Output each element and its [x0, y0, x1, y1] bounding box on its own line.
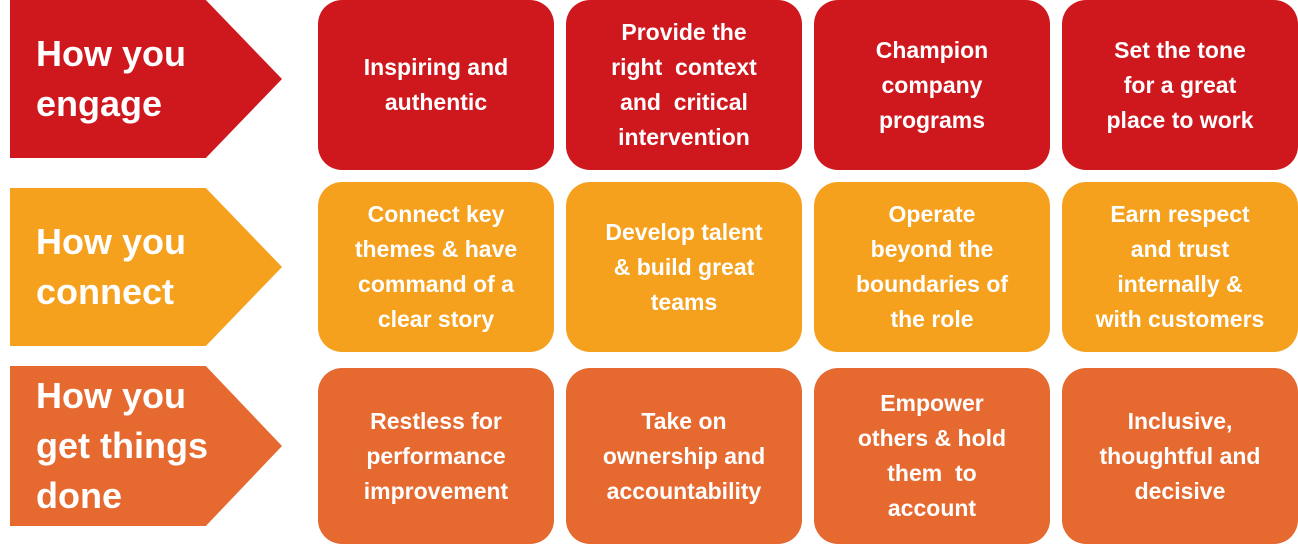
- competency-text-line: authentic: [384, 89, 488, 115]
- competency-box-engage-3: Champion company programs: [814, 0, 1050, 170]
- row-header-line: engage: [36, 83, 163, 124]
- row-header-line: How you: [36, 221, 186, 262]
- competency-text: Connect key themes & have command of a clea…: [355, 197, 517, 337]
- competency-text-line: Champion: [875, 36, 989, 63]
- row-header-label: How you get things done: [36, 366, 208, 526]
- competency-text-line: Set the tone: [1114, 36, 1246, 63]
- competency-text: Develop talent & build great teams: [605, 215, 762, 320]
- competency-text-line: intervention: [618, 124, 750, 150]
- competency-text-line: company: [881, 71, 983, 98]
- row-header-chevron-engage: How you engage: [10, 0, 282, 158]
- competency-text-line: themes & have: [354, 236, 518, 262]
- competency-box-done-3: Empower others & hold them to account: [814, 368, 1050, 544]
- competency-text: Operate beyond the boundaries of the role: [856, 197, 1008, 337]
- competency-box-connect-4: Earn respect and trust internally & with cu…: [1062, 182, 1298, 352]
- row-header-line: How you: [36, 33, 186, 74]
- competency-text: Champion company programs: [876, 33, 988, 138]
- row-header-chevron-done: How you get things done: [10, 366, 282, 526]
- competency-text-line: clear story: [377, 306, 495, 332]
- competency-text-line: and critical: [620, 89, 748, 115]
- competency-text: Empower others & hold them to account: [858, 386, 1006, 526]
- row-header-line: done: [36, 475, 122, 516]
- competency-text: Restless for performance improvement: [364, 404, 508, 509]
- competency-text-line: Connect key: [367, 201, 505, 227]
- competency-text-line: Restless for: [370, 407, 502, 434]
- competency-box-engage-4: Set the tone for a great place to work: [1062, 0, 1298, 170]
- competency-text-line: Take on: [641, 407, 727, 434]
- row-header-line: get things: [36, 425, 208, 466]
- competency-text-line: Provide the: [621, 19, 747, 45]
- competency-text-line: & build great: [613, 253, 755, 280]
- competency-text: Take on ownership and accountability: [603, 404, 765, 509]
- competency-box-connect-2: Develop talent & build great teams: [566, 182, 802, 352]
- competency-text-line: place to work: [1106, 106, 1254, 133]
- competency-text: Inclusive, thoughtful and decisive: [1100, 404, 1261, 509]
- competency-text-line: beyond the: [870, 236, 994, 262]
- competency-text-line: with customers: [1095, 306, 1265, 332]
- competency-text-line: improvement: [363, 477, 509, 504]
- competency-text-line: and trust: [1130, 236, 1230, 262]
- competency-box-done-2: Take on ownership and accountability: [566, 368, 802, 544]
- competency-text-line: account: [887, 495, 977, 521]
- competency-text-line: them to: [887, 460, 977, 486]
- row-header-label: How you engage: [36, 0, 186, 158]
- competency-text-line: boundaries of: [855, 271, 1009, 297]
- competency-text-line: command of a: [358, 271, 514, 297]
- competency-text-line: Earn respect: [1110, 201, 1250, 227]
- competency-text: Inspiring and authentic: [364, 50, 508, 120]
- competency-box-done-1: Restless for performance improvement: [318, 368, 554, 544]
- competency-text-line: right context: [611, 54, 757, 80]
- competency-box-engage-2: Provide the right context and critical inte…: [566, 0, 802, 170]
- competency-box-done-4: Inclusive, thoughtful and decisive: [1062, 368, 1298, 544]
- competency-text-line: Empower: [880, 390, 984, 416]
- competency-box-engage-1: Inspiring and authentic: [318, 0, 554, 170]
- competency-box-connect-3: Operate beyond the boundaries of the role: [814, 182, 1050, 352]
- competency-text-line: Inspiring and: [363, 54, 509, 80]
- row-header-label: How you connect: [36, 188, 186, 346]
- competency-text: Earn respect and trust internally & with cu…: [1096, 197, 1265, 337]
- competency-text-line: teams: [650, 288, 718, 315]
- competency-text-line: performance: [366, 442, 506, 469]
- competency-text-line: accountability: [606, 477, 762, 504]
- competency-text-line: Develop talent: [605, 218, 763, 245]
- competency-text-line: for a great: [1123, 71, 1237, 98]
- competency-text-line: Inclusive,: [1127, 407, 1233, 434]
- competency-text-line: internally &: [1117, 271, 1243, 297]
- competency-text-line: the role: [890, 306, 974, 332]
- competency-text-line: decisive: [1134, 477, 1226, 504]
- competency-text-line: others & hold: [857, 425, 1007, 451]
- row-header-chevron-connect: How you connect: [10, 188, 282, 346]
- competency-text-line: Operate: [888, 201, 976, 227]
- competency-text: Set the tone for a great place to work: [1107, 33, 1254, 138]
- row-header-line: connect: [36, 271, 175, 312]
- competency-text-line: thoughtful and: [1099, 442, 1261, 469]
- row-header-line: How you: [36, 375, 186, 416]
- competency-text-line: ownership and: [602, 442, 766, 469]
- competency-text: Provide the right context and critical inte…: [611, 15, 757, 155]
- competency-text-line: programs: [878, 106, 986, 133]
- competency-box-connect-1: Connect key themes & have command of a clea…: [318, 182, 554, 352]
